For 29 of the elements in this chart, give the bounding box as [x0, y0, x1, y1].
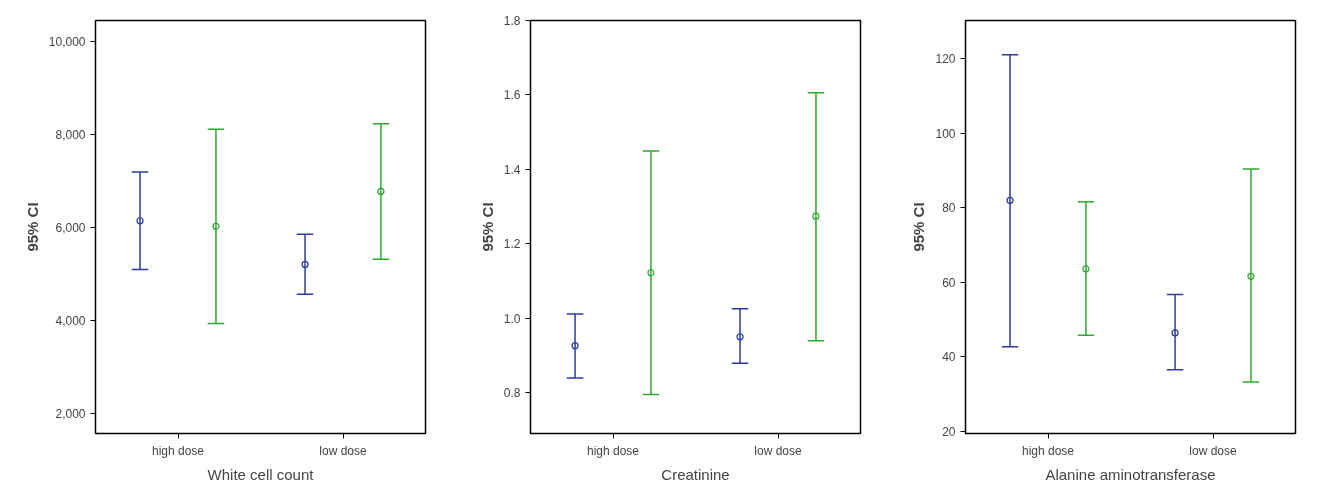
- y-tick-label: 1.6: [503, 88, 521, 103]
- x-tick-label: high dose: [151, 443, 205, 458]
- x-tick-label: low dose: [1189, 443, 1238, 458]
- y-axis-title: 95% CI: [478, 202, 496, 252]
- x-tick-label: low dose: [319, 443, 368, 458]
- y-tick-label: 1.4: [503, 162, 521, 177]
- y-tick-label: 0.8: [503, 386, 521, 401]
- x-tick-label: low dose: [754, 443, 803, 458]
- y-tick-label: 1.8: [503, 14, 521, 28]
- y-tick-label: 1.2: [503, 237, 521, 252]
- y-tick-label: 8,000: [55, 127, 86, 142]
- y-tick-label: 20: [942, 424, 956, 439]
- x-tick-label: high dose: [1021, 443, 1075, 458]
- x-axis-title: Creatinine: [661, 465, 730, 483]
- y-tick-label: 40: [942, 350, 956, 365]
- y-tick-label: 10,000: [48, 34, 86, 49]
- y-tick-label: 60: [942, 275, 956, 290]
- y-tick-label: 1.0: [503, 311, 521, 326]
- y-tick-label: 80: [942, 201, 956, 216]
- y-tick-label: 4,000: [55, 313, 86, 328]
- y-axis-title: 95% CI: [910, 202, 928, 252]
- y-tick-label: 2,000: [55, 406, 86, 421]
- x-axis-title: Alanine aminotransferase: [1045, 465, 1216, 483]
- y-axis-title: 95% CI: [23, 202, 41, 252]
- y-tick-label: 120: [935, 52, 956, 67]
- y-tick-label: 6,000: [55, 220, 86, 235]
- x-axis-title: White cell count: [207, 465, 315, 483]
- y-tick-label: 100: [935, 126, 956, 141]
- x-tick-label: high dose: [586, 443, 640, 458]
